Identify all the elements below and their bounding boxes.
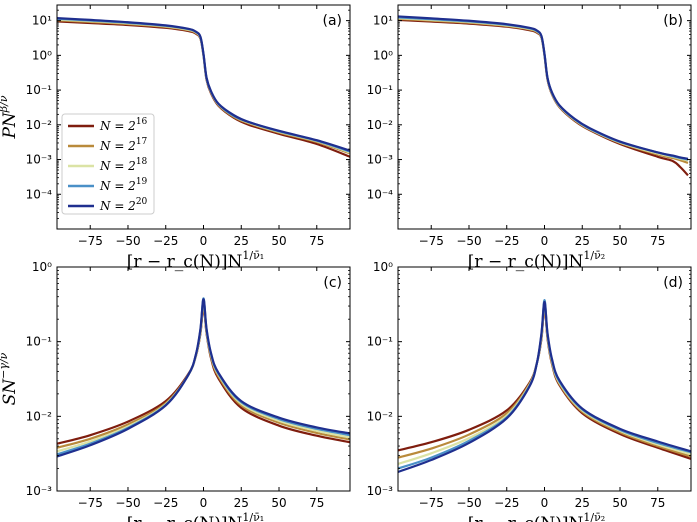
y-axis-label: SN−γ/ν̄	[0, 352, 20, 405]
x-tick-label: −75	[419, 234, 444, 248]
y-tick-label: 10⁻³	[26, 484, 53, 498]
x-tick-label: 50	[271, 496, 286, 510]
x-tick-label: 25	[234, 496, 249, 510]
series-line-c-16	[57, 304, 350, 445]
y-tick-label: 10⁻¹	[367, 335, 394, 349]
y-tick-label: 10⁻²	[367, 118, 394, 132]
series-line-c-18	[57, 299, 350, 453]
panel-tag: (d)	[663, 275, 683, 291]
y-tick-label: 10⁻³	[26, 153, 53, 167]
y-axis-label: PNβ/ν̄	[0, 95, 20, 139]
y-tick-label: 10⁰	[373, 48, 393, 62]
series-line-c-20	[57, 298, 350, 458]
y-tick-label: 10¹	[32, 14, 52, 28]
x-tick-label: −25	[494, 496, 519, 510]
y-tick-label: 10⁻²	[26, 409, 53, 423]
legend-label: N = 220	[99, 197, 148, 213]
y-tick-label: 10⁻¹	[367, 83, 394, 97]
x-tick-label: −25	[494, 234, 519, 248]
x-tick-label: −25	[153, 496, 178, 510]
x-tick-label: 75	[309, 234, 324, 248]
legend-label: N = 218	[99, 157, 148, 173]
x-axis-label: [r − r_c(N)]N1/ν̄₂	[468, 511, 605, 522]
x-tick-label: −75	[78, 496, 103, 510]
panel-a: −75 −50 −25 0 25 50 75 10⁻⁴ 10⁻³ 10⁻² 10⁻¹ 10⁰ 10¹ (a…	[0, 4, 351, 272]
panel-tag: (c)	[323, 275, 342, 291]
x-tick-label: 25	[234, 234, 249, 248]
x-tick-label: 50	[271, 234, 286, 248]
x-tick-label: −50	[115, 234, 140, 248]
y-tick-label: 10⁰	[32, 48, 52, 62]
x-axis-label: [r − r_c(N)]N1/ν̄₁	[127, 249, 264, 272]
x-tick-label: 75	[309, 496, 324, 510]
x-tick-label: −50	[456, 234, 481, 248]
series-line-a-20	[57, 17, 350, 152]
x-tick-label: 0	[541, 234, 549, 248]
panel-c: −75 −50 −25 0 25 50 75 10⁻³ 10⁻² 10⁻¹ 10⁰ (c) [r − r…	[0, 260, 351, 522]
panel-tag: (b)	[663, 13, 683, 29]
y-tick-label: 10⁻²	[367, 409, 394, 423]
series-line-d-17	[398, 302, 691, 459]
legend-label: N = 217	[99, 137, 148, 153]
series-line-b-20	[398, 15, 689, 160]
x-tick-label: −75	[419, 496, 444, 510]
x-tick-label: 75	[650, 234, 665, 248]
x-tick-label: −50	[456, 496, 481, 510]
x-tick-label: −75	[78, 234, 103, 248]
x-tick-label: 25	[575, 496, 590, 510]
series-line-d-20	[398, 300, 691, 473]
y-tick-label: 10⁻¹	[26, 335, 53, 349]
y-tick-label: 10⁻⁴	[26, 187, 53, 201]
y-tick-label: 10⁻³	[367, 484, 394, 498]
x-axis-label: [r − r_c(N)]N1/ν̄₁	[127, 511, 264, 522]
x-tick-label: 0	[200, 234, 208, 248]
panel-tag: (a)	[322, 13, 342, 29]
panel-b: −75 −50 −25 0 25 50 75 10⁻⁴ 10⁻³ 10⁻² 10⁻¹ 10⁰ 10¹ (b…	[367, 4, 692, 272]
y-tick-label: 10⁻³	[367, 153, 394, 167]
y-tick-label: 10⁻⁴	[367, 187, 394, 201]
y-tick-label: 10¹	[373, 14, 393, 28]
legend: N = 216 N = 217 N = 218 N = 219 N = 220	[61, 113, 155, 215]
legend-box	[61, 113, 155, 215]
y-tick-label: 10⁰	[373, 260, 393, 274]
x-tick-label: 25	[575, 234, 590, 248]
x-tick-label: −50	[115, 496, 140, 510]
panel-d: −75 −50 −25 0 25 50 75 10⁻³ 10⁻² 10⁻¹ 10⁰ (d) [r − r…	[367, 260, 692, 522]
x-tick-label: 75	[650, 496, 665, 510]
x-tick-label: 0	[200, 496, 208, 510]
x-tick-label: −25	[153, 234, 178, 248]
x-axis-label: [r − r_c(N)]N1/ν̄₂	[468, 249, 605, 272]
y-tick-label: 10⁻¹	[26, 83, 53, 97]
y-tick-label: 10⁰	[32, 260, 52, 274]
y-tick-label: 10⁻²	[26, 118, 53, 132]
series-line-d-16	[398, 304, 691, 460]
axes-frame	[397, 4, 692, 230]
x-tick-label: 0	[541, 496, 549, 510]
legend-label: N = 216	[99, 117, 148, 133]
x-tick-label: 50	[612, 496, 627, 510]
x-tick-label: 50	[612, 234, 627, 248]
legend-label: N = 219	[99, 177, 148, 193]
